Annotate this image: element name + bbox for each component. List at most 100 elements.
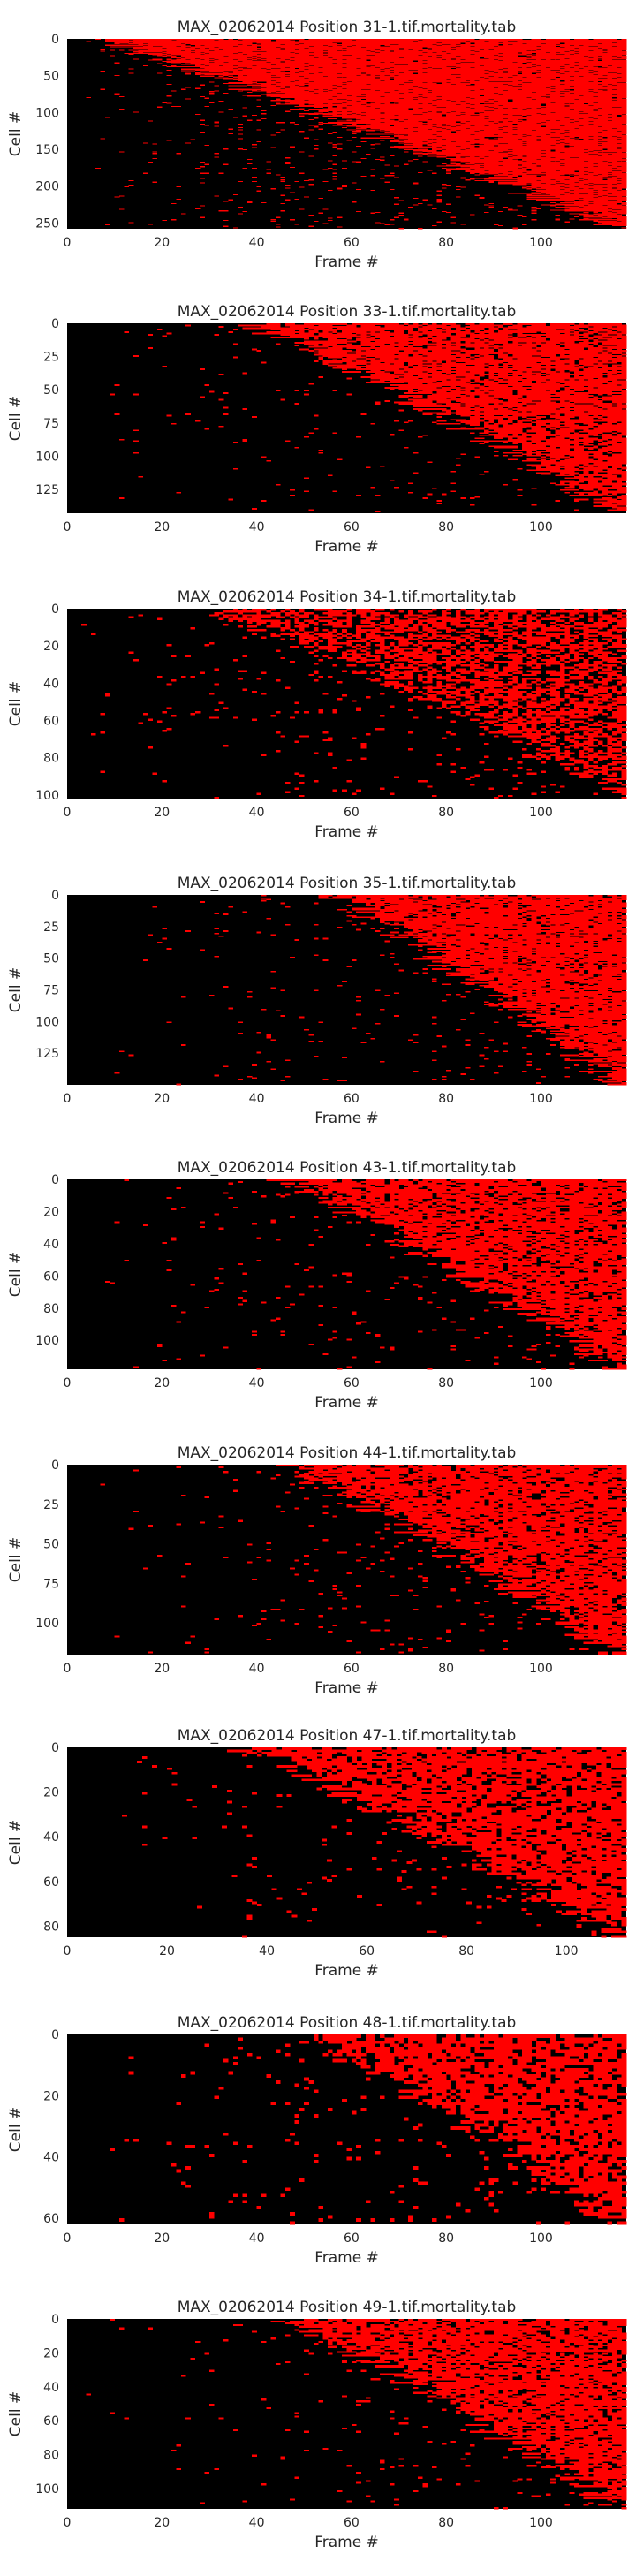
x-tick-label: 80: [458, 1944, 474, 1959]
x-tick-label: 0: [64, 2516, 72, 2530]
heatmap-row: [294, 1476, 626, 1478]
x-tick-label: 20: [154, 236, 170, 250]
heatmap-row: [238, 625, 626, 627]
y-tick-label: 80: [43, 752, 59, 766]
heatmap-row: [541, 2451, 621, 2453]
y-tick-label: 50: [43, 70, 59, 84]
x-tick-label: 60: [344, 1662, 360, 1676]
heatmap-row: [292, 1759, 626, 1762]
heatmap-row: [342, 2354, 622, 2356]
y-tick-label: 20: [43, 640, 59, 654]
chart-title: MAX_02062014 Position 35-1.tif.mortality…: [178, 875, 517, 892]
chart-title: MAX_02062014 Position 48-1.tif.mortality…: [178, 2014, 517, 2032]
x-tick-label: 0: [64, 806, 72, 820]
heatmap-row: [200, 672, 617, 674]
heatmap-row: [357, 1807, 627, 1810]
heatmap-row: [481, 1852, 622, 1855]
heatmap-row: [242, 637, 621, 639]
heatmap-row: [302, 1778, 627, 1781]
heatmap-row: [247, 622, 626, 624]
x-tick-label: 20: [154, 2516, 170, 2530]
heatmap-row: [337, 1493, 627, 1495]
heatmap-row: [285, 2322, 627, 2324]
y-tick-label: 50: [43, 952, 59, 966]
x-tick-label: 20: [154, 1662, 170, 1676]
y-tick-label: 60: [43, 1875, 59, 1890]
x-axis-label: Frame #: [314, 1962, 379, 1980]
chart-title: MAX_02062014 Position 44-1.tif.mortality…: [178, 1444, 517, 1462]
y-tick-label: 100: [35, 450, 59, 464]
y-tick-label: 125: [35, 1047, 59, 1061]
heatmap-panel: MAX_02062014 Position 49-1.tif.mortality…: [7, 2299, 626, 2551]
y-tick-label: 200: [35, 180, 59, 194]
heatmap-row: [436, 1250, 626, 1252]
heatmap-row: [246, 1752, 626, 1754]
y-tick-label: 25: [43, 351, 59, 365]
heatmap-panel: MAX_02062014 Position 35-1.tif.mortality…: [7, 875, 626, 1127]
x-tick-label: 0: [64, 520, 72, 534]
heatmap-row: [602, 1081, 622, 1083]
heatmap-row: [223, 610, 626, 612]
heatmap-row: [332, 1199, 622, 1201]
x-tick-label: 100: [529, 2516, 553, 2530]
x-axis-label: Frame #: [314, 1679, 379, 1697]
x-tick-label: 0: [64, 1376, 72, 1390]
heatmap-row: [617, 1365, 626, 1367]
heatmap-row: [413, 1534, 622, 1536]
y-tick-label: 50: [43, 383, 59, 398]
y-tick-label: 80: [43, 1920, 59, 1934]
x-axis-label: Frame #: [314, 1110, 379, 1127]
x-tick-label: 100: [529, 1092, 553, 1106]
heatmap-row: [546, 2176, 626, 2179]
heatmap-row: [384, 1514, 626, 1516]
x-tick-label: 40: [249, 236, 265, 250]
y-tick-label: 40: [43, 2151, 59, 2165]
x-tick-label: 40: [249, 520, 265, 534]
heatmap-row: [361, 1205, 627, 1207]
heatmap-row: [576, 1926, 581, 1928]
x-tick-label: 100: [529, 1376, 553, 1390]
heatmap-row: [408, 1517, 626, 1519]
heatmap-row: [299, 1487, 622, 1489]
heatmap-row: [391, 1828, 626, 1830]
x-tick-label: 40: [249, 806, 265, 820]
heatmap-row: [551, 1890, 626, 1893]
x-tick-label: 80: [438, 520, 454, 534]
y-tick-label: 75: [43, 984, 59, 998]
heatmap-row: [280, 657, 626, 659]
chart-title: MAX_02062014 Position 49-1.tif.mortality…: [178, 2299, 517, 2316]
y-tick-label: 40: [43, 2381, 59, 2395]
x-tick-label: 0: [64, 1944, 72, 1959]
y-axis-label: Cell #: [7, 681, 25, 726]
y-axis-label: Cell #: [7, 2391, 25, 2436]
y-tick-label: 0: [51, 889, 59, 903]
heatmap-row: [512, 2436, 626, 2437]
y-axis-label: Cell #: [7, 1537, 25, 1582]
heatmap-row: [294, 2330, 621, 2331]
y-tick-label: 60: [43, 1269, 59, 1284]
x-tick-label: 80: [438, 1376, 454, 1390]
heatmap-row: [276, 649, 626, 651]
x-tick-label: 80: [438, 1092, 454, 1106]
x-axis-label: Frame #: [314, 823, 379, 841]
y-tick-label: 250: [35, 216, 59, 231]
heatmap-row: [413, 2392, 622, 2394]
x-tick-label: 0: [64, 1092, 72, 1106]
chart-title: MAX_02062014 Position 33-1.tif.mortality…: [178, 303, 517, 321]
heatmap-row: [390, 2380, 627, 2382]
y-tick-label: 80: [43, 2449, 59, 2463]
x-axis-label: Frame #: [314, 2249, 379, 2267]
heatmap-row: [417, 1823, 627, 1826]
y-tick-label: 40: [43, 1238, 59, 1252]
heatmap-row: [299, 2326, 617, 2328]
x-tick-label: 20: [154, 1092, 170, 1106]
chart-title: MAX_02062014 Position 47-1.tif.mortality…: [178, 1727, 517, 1745]
y-tick-label: 40: [43, 1830, 59, 1845]
y-tick-label: 60: [43, 714, 59, 728]
heatmap-row: [332, 1211, 626, 1213]
x-tick-label: 80: [438, 806, 454, 820]
heatmap-row: [375, 511, 381, 512]
heatmap-row: [271, 2337, 627, 2339]
x-tick-label: 40: [249, 1092, 265, 1106]
heatmap-row: [342, 2360, 626, 2361]
